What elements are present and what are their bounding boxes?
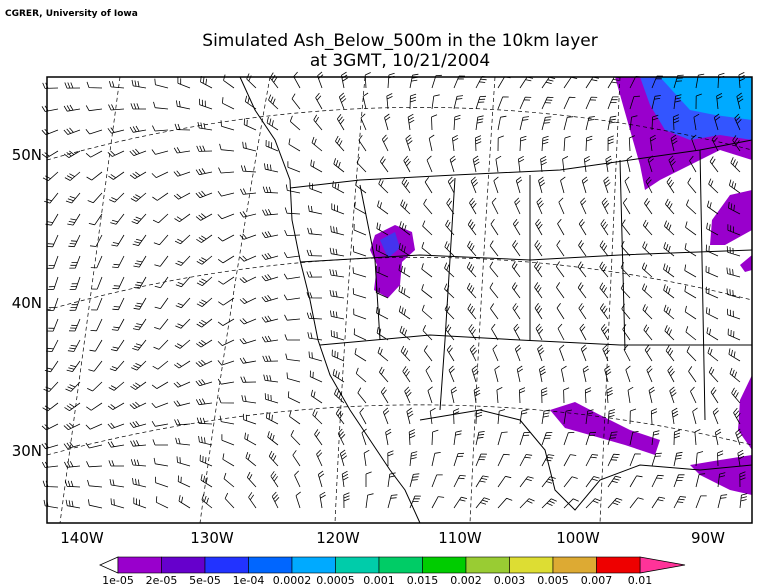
colorbar-box [161,556,206,574]
colorbar-arrow [639,556,686,574]
colorbar-label: 1e-04 [233,574,265,587]
title-line: at 3GMT, 10/21/2004 [310,51,490,71]
map-frame [47,77,752,523]
lon-label: 120W [316,529,360,547]
credit: CGRER, University of Iowa [5,9,138,19]
wind-barbs [41,71,748,509]
colorbar-label: 0.002 [450,574,482,587]
colorbar-label: 0.015 [407,574,439,587]
colorbar-box [117,556,162,574]
colorbar-label: 0.003 [494,574,526,587]
ash-plume [380,232,400,258]
colorbar-label: 0.01 [628,574,653,587]
map [41,71,753,524]
colorbar-box [335,556,380,574]
ash-plume [740,255,752,272]
colorbar-box [291,556,336,574]
colorbar-box [378,556,423,574]
lon-label: 140W [60,529,104,547]
colorbar-box [465,556,510,574]
lon-label: 90W [691,529,725,547]
colorbar-label: 2e-05 [146,574,178,587]
ash-plume [738,375,752,450]
lat-label: 30N [12,442,42,460]
boundaries [239,76,753,524]
ash-plume [690,455,752,495]
ash-plume [370,225,415,298]
lon-label: 130W [190,529,234,547]
ash-plume [710,190,752,245]
colorbar-label: 0.0002 [273,574,312,587]
colorbar-box [248,556,293,574]
colorbar-box [204,556,249,574]
colorbar-label: 0.007 [581,574,613,587]
colorbar-label: 0.0005 [316,574,355,587]
colorbar-arrow [99,556,119,574]
colorbar-label: 5e-05 [189,574,221,587]
colorbar-label: 1e-05 [102,574,134,587]
lon-label: 100W [556,529,600,547]
colorbar: 1e-05 2e-05 5e-05 1e-04 0.0002 0.0005 0.001 0.0… [99,556,686,587]
colorbar-label: 0.001 [363,574,395,587]
colorbar-box [596,556,641,574]
lat-label: 50N [12,146,42,164]
map-border [46,76,753,524]
ash-plume [550,402,660,455]
colorbar-label: 0.005 [537,574,569,587]
ash-plume [660,77,752,120]
colorbar-box [422,556,467,574]
lat-label: 40N [12,294,42,312]
title-line: Simulated Ash_Below_500m in the 10km lay… [202,31,597,51]
lon-label: 110W [438,529,482,547]
colorbar-box [552,556,597,574]
colorbar-box [509,556,554,574]
